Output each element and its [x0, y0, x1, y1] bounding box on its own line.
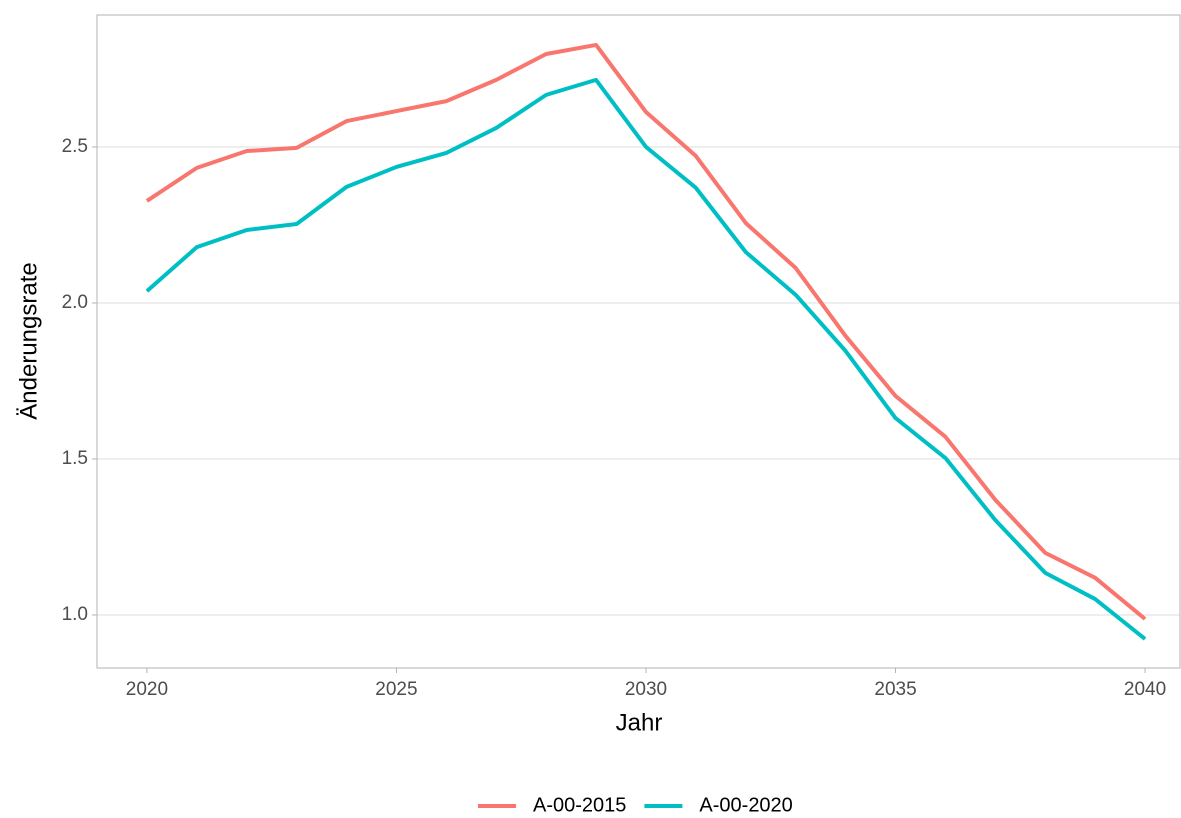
y-tick-label: 2.0	[62, 292, 88, 313]
y-axis-title: Änderungsrate	[15, 262, 42, 419]
x-axis-title: Jahr	[616, 709, 663, 736]
series-line	[145, 42, 1147, 621]
legend-label: A-00-2015	[533, 794, 626, 816]
x-tick-label: 2040	[1124, 679, 1166, 700]
legend-label: A-00-2020	[699, 794, 792, 816]
y-tick-label: 1.5	[62, 448, 88, 469]
y-tick-label: 2.5	[62, 136, 88, 157]
y-tick-label: 1.0	[62, 604, 88, 625]
x-tick-label: 2025	[375, 679, 417, 700]
x-tick-label: 2035	[874, 679, 916, 700]
panel-border	[96, 14, 1181, 669]
x-tick-label: 2020	[126, 679, 168, 700]
x-tick-label: 2030	[625, 679, 667, 700]
series-line	[145, 77, 1147, 641]
